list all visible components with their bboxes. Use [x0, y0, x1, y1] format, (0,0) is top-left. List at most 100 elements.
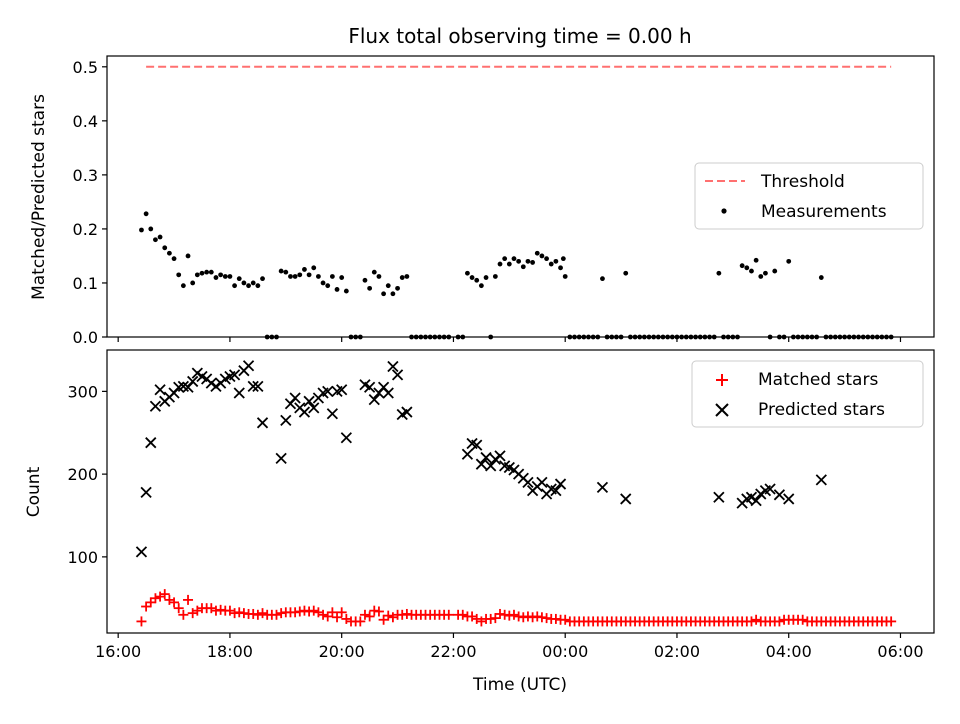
- predicted-point: [387, 360, 399, 373]
- measurement-point: [260, 276, 265, 282]
- legend-measurements-label: Measurements: [761, 202, 887, 222]
- matched-point: [387, 612, 398, 623]
- measurement-point: [371, 269, 377, 275]
- measurement-point: [390, 291, 396, 297]
- matched-point: [271, 609, 282, 620]
- measurement-point: [381, 291, 386, 297]
- predicted-point: [326, 408, 339, 420]
- bottom-y-ticks: 100 200 300: [67, 382, 107, 567]
- matched-point: [257, 608, 268, 619]
- measurement-point: [255, 283, 261, 289]
- predicted-point: [363, 381, 376, 393]
- predicted-point: [815, 474, 827, 486]
- predicted-point: [289, 392, 301, 404]
- measurement-point: [180, 283, 186, 289]
- measurement-point: [218, 272, 224, 278]
- x-tick-label: 22:00: [430, 642, 476, 661]
- measurement-point: [623, 270, 629, 276]
- predicted-point: [755, 488, 767, 500]
- matched-point: [178, 609, 189, 620]
- matched-point: [373, 606, 384, 617]
- predicted-point: [773, 489, 786, 501]
- predicted-point: [485, 460, 497, 472]
- y-tick-label: 0.3: [73, 166, 98, 185]
- measurement-point: [385, 283, 391, 289]
- legend-predicted-label: Predicted stars: [758, 400, 885, 420]
- bottom-panel: 100 200 300 16:00 18:00 20:00 22:00 00:00 02:00…: [24, 349, 935, 695]
- measurement-point: [204, 269, 210, 275]
- measurement-point: [548, 261, 554, 267]
- x-tick-label: 18:00: [207, 642, 253, 661]
- bottom-plot-frame: [106, 349, 935, 634]
- predicted-point: [461, 448, 474, 460]
- legend-measurements-marker: [721, 208, 727, 214]
- measurement-point: [241, 280, 247, 286]
- y-tick-label: 300: [67, 382, 98, 401]
- predicted-point: [471, 439, 483, 451]
- matched-point: [797, 614, 808, 625]
- measurement-point: [544, 256, 549, 262]
- measurement-point: [469, 275, 475, 280]
- matched-point: [774, 616, 785, 627]
- measurement-point: [395, 285, 400, 291]
- x-tick-label: 20:00: [319, 642, 365, 661]
- measurement-point: [483, 275, 489, 280]
- matched-point: [327, 607, 338, 618]
- measurement-point: [362, 277, 368, 283]
- matched-point: [206, 603, 217, 614]
- matched-point: [159, 589, 170, 600]
- bottom-legend-box: [691, 360, 924, 428]
- predicted-point: [475, 458, 488, 470]
- measurement-point: [311, 265, 317, 271]
- predicted-point: [308, 402, 320, 414]
- predicted-point: [336, 384, 348, 396]
- measurement-point: [560, 256, 566, 262]
- measurement-point: [539, 253, 545, 259]
- chart-title: Flux total observing time = 0.00 h: [348, 24, 691, 48]
- matched-point: [467, 611, 478, 622]
- y-tick-label: 200: [67, 465, 98, 484]
- x-tick-label: 00:00: [542, 642, 588, 661]
- predicted-point: [764, 483, 776, 495]
- y-tick-label: 0.0: [73, 328, 98, 347]
- measurement-point: [492, 274, 498, 279]
- y-tick-label: 100: [67, 548, 98, 567]
- measurement-point: [190, 280, 196, 286]
- measurement-point: [739, 263, 745, 269]
- measurement-point: [749, 268, 754, 274]
- predicted-point: [745, 491, 758, 503]
- measurement-point: [339, 275, 345, 280]
- predicted-point: [275, 452, 287, 465]
- matched-point: [308, 605, 319, 616]
- predicted-point: [391, 369, 404, 381]
- matched-point: [886, 616, 897, 627]
- predicted-point: [149, 400, 162, 412]
- y-tick-label: 0.4: [73, 112, 98, 131]
- measurement-point: [758, 274, 764, 279]
- matched-point: [560, 614, 571, 625]
- predicted-point: [750, 494, 762, 507]
- legend-matched-label: Matched stars: [758, 370, 878, 390]
- matched-point: [252, 609, 263, 620]
- x-tick-label: 02:00: [654, 642, 700, 661]
- predicted-point: [522, 476, 534, 489]
- top-y-ticks: 0.0 0.1 0.2 0.3 0.4 0.5: [73, 58, 107, 347]
- predicted-point: [210, 380, 222, 393]
- top-panel: 0.0 0.1 0.2 0.3 0.4 0.5 Matched/Predicted sta…: [29, 55, 935, 347]
- measurement-point: [404, 274, 410, 279]
- bottom-legend: Matched stars Predicted stars: [691, 360, 924, 428]
- legend-threshold-label: Threshold: [760, 172, 845, 192]
- measurement-point: [376, 274, 382, 279]
- x-tick-label: 04:00: [766, 642, 812, 661]
- top-marks: [139, 65, 894, 340]
- measurement-point: [246, 283, 251, 289]
- top-legend: Threshold Measurements: [694, 162, 924, 230]
- matched-point: [224, 605, 235, 616]
- measurement-point: [278, 268, 284, 274]
- matched-point: [457, 609, 468, 620]
- bottom-y-axis-label: Count: [24, 466, 44, 517]
- measurement-point: [153, 237, 158, 243]
- matched-point: [443, 609, 454, 620]
- matched-point: [169, 597, 180, 608]
- measurement-point: [399, 275, 405, 280]
